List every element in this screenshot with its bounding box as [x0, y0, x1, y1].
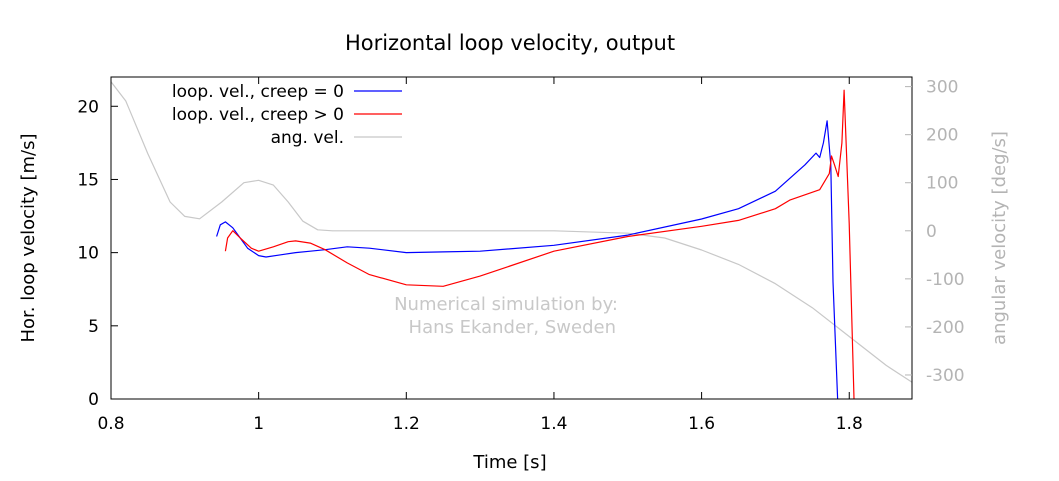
x-tick-label: 1.6	[688, 414, 715, 434]
y-tick-label: 20	[77, 97, 99, 117]
legend-entry-label: ang. vel.	[271, 128, 344, 148]
series-line-2	[111, 81, 912, 383]
legend-entry-label: loop. vel., creep > 0	[172, 105, 344, 125]
annotation-line-2: Hans Ekander, Sweden	[409, 317, 616, 338]
y-tick-label: 10	[77, 244, 99, 264]
legend: loop. vel., creep = 0 loop. vel., creep >…	[172, 82, 402, 148]
series-line-1	[224, 89, 855, 399]
annotation-line-1: Numerical simulation by:	[394, 294, 618, 315]
plot-frame	[110, 76, 913, 400]
series-line-0	[216, 120, 839, 399]
x-tick-label: 1.2	[393, 414, 420, 434]
y-axis-label: Hor. loop velocity [m/s]	[18, 133, 39, 342]
y-tick-label: 0	[88, 390, 99, 410]
y2-tick-label: -100	[926, 270, 965, 290]
x-axis-label: Time [s]	[472, 452, 546, 473]
chart-title: Horizontal loop velocity, output	[345, 31, 675, 55]
y-tick-label: 15	[77, 170, 99, 190]
y2-tick-label: -200	[926, 318, 965, 338]
y2-tick-label: 300	[926, 78, 958, 98]
y2-tick-label: 100	[926, 174, 958, 194]
legend-entry-label: loop. vel., creep = 0	[172, 82, 344, 102]
x-axis: 0.8 1 1.2 1.4 1.6 1.8	[97, 77, 863, 434]
y2-axis-label: angular velocity [deg/s]	[989, 131, 1010, 345]
x-tick-label: 1.4	[540, 414, 567, 434]
y2-tick-label: 0	[926, 222, 937, 242]
x-tick-label: 1.8	[836, 414, 863, 434]
x-tick-label: 1	[253, 414, 264, 434]
x-tick-label: 0.8	[97, 414, 124, 434]
y2-tick-label: 200	[926, 126, 958, 146]
y-tick-label: 5	[88, 317, 99, 337]
series-layer	[111, 81, 912, 399]
y2-tick-label: -300	[926, 366, 965, 386]
y-axis-left: 0 5 10 15 20	[77, 97, 118, 410]
y-axis-right: -300 -200 -100 0 100 200 300	[905, 78, 965, 386]
